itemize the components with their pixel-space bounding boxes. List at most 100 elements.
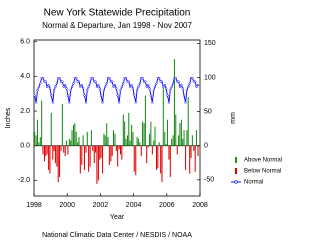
bar (88, 145, 90, 172)
x-tick-label: 2006 (159, 202, 175, 209)
line-point (50, 94, 53, 97)
bar (147, 145, 149, 148)
bar (143, 123, 145, 146)
normal-line (34, 77, 199, 103)
bar (176, 145, 178, 155)
line-point (36, 89, 39, 92)
bar (182, 138, 184, 146)
legend-label: Normal (244, 180, 263, 186)
line-point (160, 80, 164, 83)
line-point (72, 82, 75, 85)
bar (136, 137, 138, 146)
bar (117, 145, 119, 167)
line-point (102, 89, 106, 92)
bar (106, 123, 108, 146)
bar (64, 145, 66, 157)
line-point (88, 82, 92, 85)
line-point (97, 83, 100, 87)
bar (74, 123, 76, 146)
chart: New York Statewide Precipitation Normal … (5, 8, 282, 239)
bar (70, 140, 72, 146)
bar (99, 145, 101, 160)
bar (172, 135, 174, 146)
line-point (75, 76, 78, 80)
bar (104, 135, 106, 146)
line-point (105, 82, 108, 85)
bar (175, 114, 177, 146)
line-point (167, 101, 171, 104)
bar (144, 95, 146, 146)
bar (153, 140, 155, 146)
bar (93, 145, 95, 164)
line-point (58, 76, 61, 80)
bar (150, 121, 152, 146)
bar (107, 137, 109, 146)
line-point (187, 85, 190, 88)
bar (114, 133, 116, 146)
bar (169, 145, 171, 177)
bar (78, 137, 80, 146)
line-point (131, 87, 135, 90)
line-point (55, 82, 59, 85)
line-point (52, 89, 56, 92)
bar (193, 145, 195, 151)
line-point (87, 85, 90, 88)
line-point (113, 83, 117, 87)
bar (129, 140, 131, 146)
line-point (178, 85, 182, 88)
line-point (133, 94, 136, 97)
legend-label: Below Normal (244, 169, 281, 175)
line-point (48, 87, 52, 90)
chart-title: New York Statewide Precipitation (44, 8, 191, 19)
bar (59, 145, 61, 177)
bar (85, 145, 87, 153)
y-axis-label: Inches (5, 107, 12, 128)
line-point (166, 94, 169, 97)
y-tick-label: 6.0 (20, 39, 30, 46)
bar (79, 145, 81, 174)
line-point (101, 101, 104, 104)
bar (140, 145, 142, 157)
line-point (127, 80, 130, 83)
line-point (80, 83, 83, 87)
line-point (195, 85, 198, 88)
line-point (145, 85, 148, 88)
line-point (104, 85, 107, 88)
line-point (68, 101, 71, 104)
bar (118, 145, 120, 150)
line-point (147, 83, 150, 87)
line-point (66, 94, 70, 97)
line-point (86, 89, 89, 92)
line-point (62, 85, 65, 88)
bar (186, 130, 188, 146)
bar (90, 130, 92, 146)
line-point (37, 85, 40, 88)
line-point (174, 76, 177, 80)
line-point (94, 80, 97, 83)
bar (56, 145, 58, 167)
bar (180, 119, 182, 146)
line-point (164, 87, 168, 90)
line-point (135, 89, 139, 92)
bar (191, 135, 193, 146)
line-point (122, 82, 125, 85)
line-point (163, 83, 166, 87)
line-point (138, 82, 142, 85)
bar (161, 145, 163, 183)
bar (131, 124, 133, 146)
bar (49, 145, 51, 174)
bar (50, 112, 52, 146)
x-tick-label: 2008 (192, 202, 208, 209)
bar (103, 133, 105, 146)
line-point (170, 85, 173, 88)
y2-axis-label: mm (230, 112, 237, 124)
bar (162, 86, 164, 146)
bar (95, 145, 97, 153)
bar (132, 131, 134, 146)
bar (155, 145, 158, 170)
bar (171, 138, 173, 146)
bar (54, 145, 56, 164)
y2-tick-label: 150 (204, 40, 216, 47)
line-point (91, 76, 94, 80)
bar (108, 145, 110, 165)
